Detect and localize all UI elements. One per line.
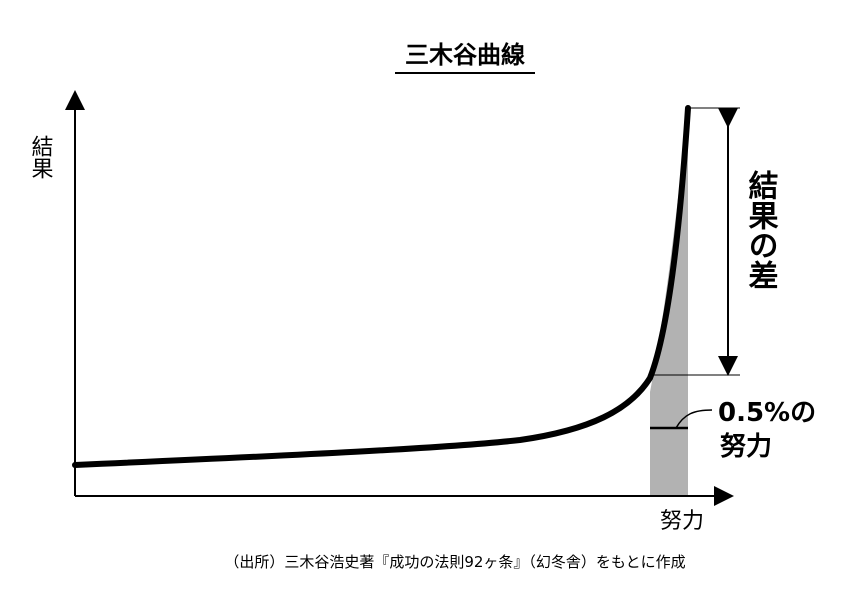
- effort-leader-line: [675, 409, 713, 429]
- gap-label: 結果の差: [743, 169, 779, 290]
- effort-label-line1: 0.5%の: [718, 398, 816, 428]
- diagram-title: 三木谷曲線: [405, 41, 525, 69]
- source-note: （出所）三木谷浩史著『成功の法則92ヶ条』（幻冬舎）をもとに作成: [224, 553, 685, 571]
- effort-label-line2: 努力: [720, 431, 772, 462]
- result-curve: [72, 105, 691, 468]
- y-axis-label: 結果: [28, 135, 54, 179]
- x-axis-label: 努力: [660, 509, 704, 534]
